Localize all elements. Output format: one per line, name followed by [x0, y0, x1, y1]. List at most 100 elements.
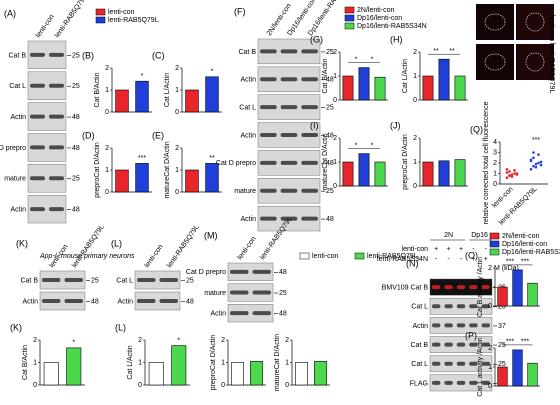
blot-band: [432, 342, 441, 347]
row-label: Cat D prepro: [216, 160, 256, 167]
row-label: Actin: [117, 298, 133, 305]
panel-label: (F): [234, 6, 246, 16]
bar: [171, 345, 187, 386]
bar: [205, 163, 219, 193]
point: [508, 174, 511, 177]
legend-label: lenti-RAB5Q79L: [108, 17, 159, 24]
blot-band: [30, 176, 45, 181]
blot-band: [260, 188, 277, 193]
bar: [115, 169, 129, 193]
micrograph: [476, 44, 514, 80]
legend-label: lenti-RAB5Q79L: [367, 253, 418, 260]
blot-strip: [39, 270, 86, 290]
y-tick-label: 2: [333, 49, 337, 56]
panel-label: (D): [82, 130, 95, 140]
legend-swatch: [489, 248, 500, 256]
marker-label: 48: [72, 145, 80, 152]
blot-band: [49, 207, 64, 212]
panel-label: (N): [406, 258, 419, 268]
blot-band: [42, 278, 61, 282]
y-axis-label: matureCat D/Actin: [274, 334, 281, 391]
blot-band: [30, 114, 45, 119]
bar: [231, 362, 244, 386]
blot-band: [444, 342, 453, 347]
y-tick-label: 2: [285, 337, 289, 344]
panel-label: (P): [465, 330, 477, 340]
y-tick-label: 1: [413, 159, 417, 166]
significance: ***: [521, 259, 529, 266]
treatment-sign: -: [447, 256, 450, 263]
y-tick-label: 1: [413, 73, 417, 80]
y-axis-label: preproCat D/Actin: [94, 142, 101, 198]
panel-label: (I): [310, 120, 319, 130]
significance: **: [449, 48, 455, 55]
legend-swatch: [95, 8, 106, 16]
marker-label: 25: [72, 176, 80, 183]
y-axis-label: Cat B activity /Actin: [477, 257, 484, 317]
bar: [66, 347, 82, 386]
point: [539, 163, 543, 167]
panel-label: (O): [465, 250, 478, 260]
marker-label: 25: [326, 188, 334, 195]
blot-band: [456, 285, 466, 290]
legend-label: Dp16/lenti-RAB5S34N: [502, 249, 560, 256]
y-axis-label: preproCat D/Actin: [210, 335, 217, 391]
blot-band: [301, 160, 318, 165]
y-tick-label: 0: [221, 382, 225, 389]
blot-band: [456, 342, 466, 347]
blot-band: [137, 278, 156, 282]
y-tick-label: 0: [493, 181, 497, 188]
y-tick-label: 0: [333, 183, 337, 190]
bar: [438, 58, 450, 101]
group-label: Dp16: [471, 232, 488, 239]
row-label: Actin: [240, 132, 256, 139]
legend-label: lenti-con: [108, 9, 135, 16]
point: [510, 175, 514, 178]
y-tick-label: 1: [105, 167, 109, 174]
blot-band: [159, 299, 178, 303]
y-tick-label: 2: [493, 160, 497, 167]
y-axis-label: relative corrected total cell fluorescen…: [483, 101, 490, 224]
y-tick-label: 1: [493, 170, 497, 177]
row-label: mature: [4, 176, 26, 183]
blot-band: [260, 133, 277, 137]
bar: [135, 163, 149, 193]
significance: ***: [532, 137, 540, 144]
y-tick-label: 0: [413, 97, 417, 104]
panel-label: (M): [204, 230, 218, 240]
legend-swatch: [489, 232, 500, 240]
panel-label: (K): [16, 238, 28, 248]
group-label: 2N: [444, 232, 453, 239]
panel-label: (H): [390, 34, 403, 44]
marker-label: 25: [498, 342, 506, 349]
significance: *: [371, 142, 374, 149]
micrograph: [516, 44, 554, 80]
blot-band: [481, 380, 490, 385]
bar: [438, 160, 450, 187]
marker-label: 48: [91, 298, 99, 305]
marker-lane-label: M (kDa): [494, 265, 519, 272]
blot-band: [301, 77, 318, 82]
blot-band: [456, 361, 466, 366]
legend-swatch: [354, 252, 365, 260]
bar: [185, 169, 199, 193]
marker-label: 25: [279, 290, 287, 297]
row-label: Cat D prepro: [0, 145, 26, 152]
significance: *: [211, 69, 214, 76]
treatment-sign: -: [435, 256, 438, 263]
point: [513, 172, 516, 175]
blot-band: [30, 145, 45, 150]
blot-band: [301, 188, 318, 193]
row-label: Cat L: [116, 277, 133, 284]
bar: [422, 75, 434, 101]
blot-band: [456, 380, 466, 385]
point: [539, 160, 543, 164]
cell-outline: [484, 13, 506, 31]
bar: [454, 75, 466, 101]
treatment-sign: +: [459, 246, 463, 253]
significance: ***: [506, 339, 514, 346]
blot-band: [444, 285, 453, 290]
significance: **: [433, 48, 439, 55]
y-tick-label: 2: [33, 337, 37, 344]
